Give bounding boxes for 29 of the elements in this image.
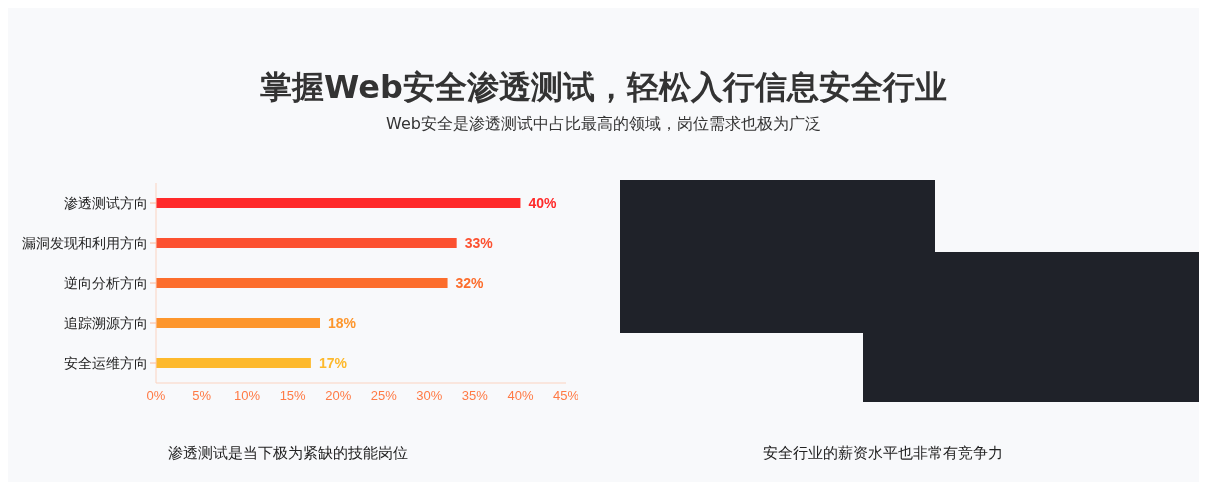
x-tick-label: 10% — [234, 388, 261, 404]
x-tick-label: 5% — [192, 388, 212, 404]
x-tick-label: 15% — [279, 388, 307, 404]
data-label: 17% — [318, 355, 348, 371]
x-tick-label: 25% — [370, 388, 398, 404]
bar — [156, 198, 521, 208]
text: 渗透测试是当下极为紧缺的技能岗位 — [167, 444, 409, 463]
bar — [156, 318, 320, 328]
bar — [156, 278, 448, 288]
y-tick-label: 渗透测试方向 — [64, 194, 148, 211]
data-label: 18% — [328, 315, 357, 331]
x-tick-label: 20% — [325, 388, 352, 404]
text: 安全行业的薪资水平也非常有竞争力 — [762, 444, 1004, 463]
data-label: 33% — [464, 235, 494, 251]
y-tick-label: 漏洞发现和利用方向 — [22, 234, 148, 251]
chart-title: 掌握Web安全渗透测试，轻松入行信息安全行业 — [259, 67, 948, 108]
bar — [156, 238, 457, 248]
x-tick-label: 30% — [416, 388, 443, 404]
data-label: 40% — [528, 195, 558, 211]
bar — [156, 358, 311, 368]
text: Web安全是渗透测试中占比最高的领域，岗位需求也极为广泛 — [385, 114, 822, 135]
y-tick-label: 追踪溯源方向 — [64, 314, 148, 331]
data-label: 32% — [455, 275, 485, 291]
y-tick-label: 逆向分析方向 — [64, 274, 148, 291]
x-tick-label: 0% — [146, 388, 166, 404]
x-tick-label: 40% — [507, 388, 534, 404]
y-tick-label: 安全运维方向 — [64, 354, 148, 371]
x-tick-label: 45% — [552, 388, 580, 404]
x-tick-label: 35% — [461, 388, 489, 404]
